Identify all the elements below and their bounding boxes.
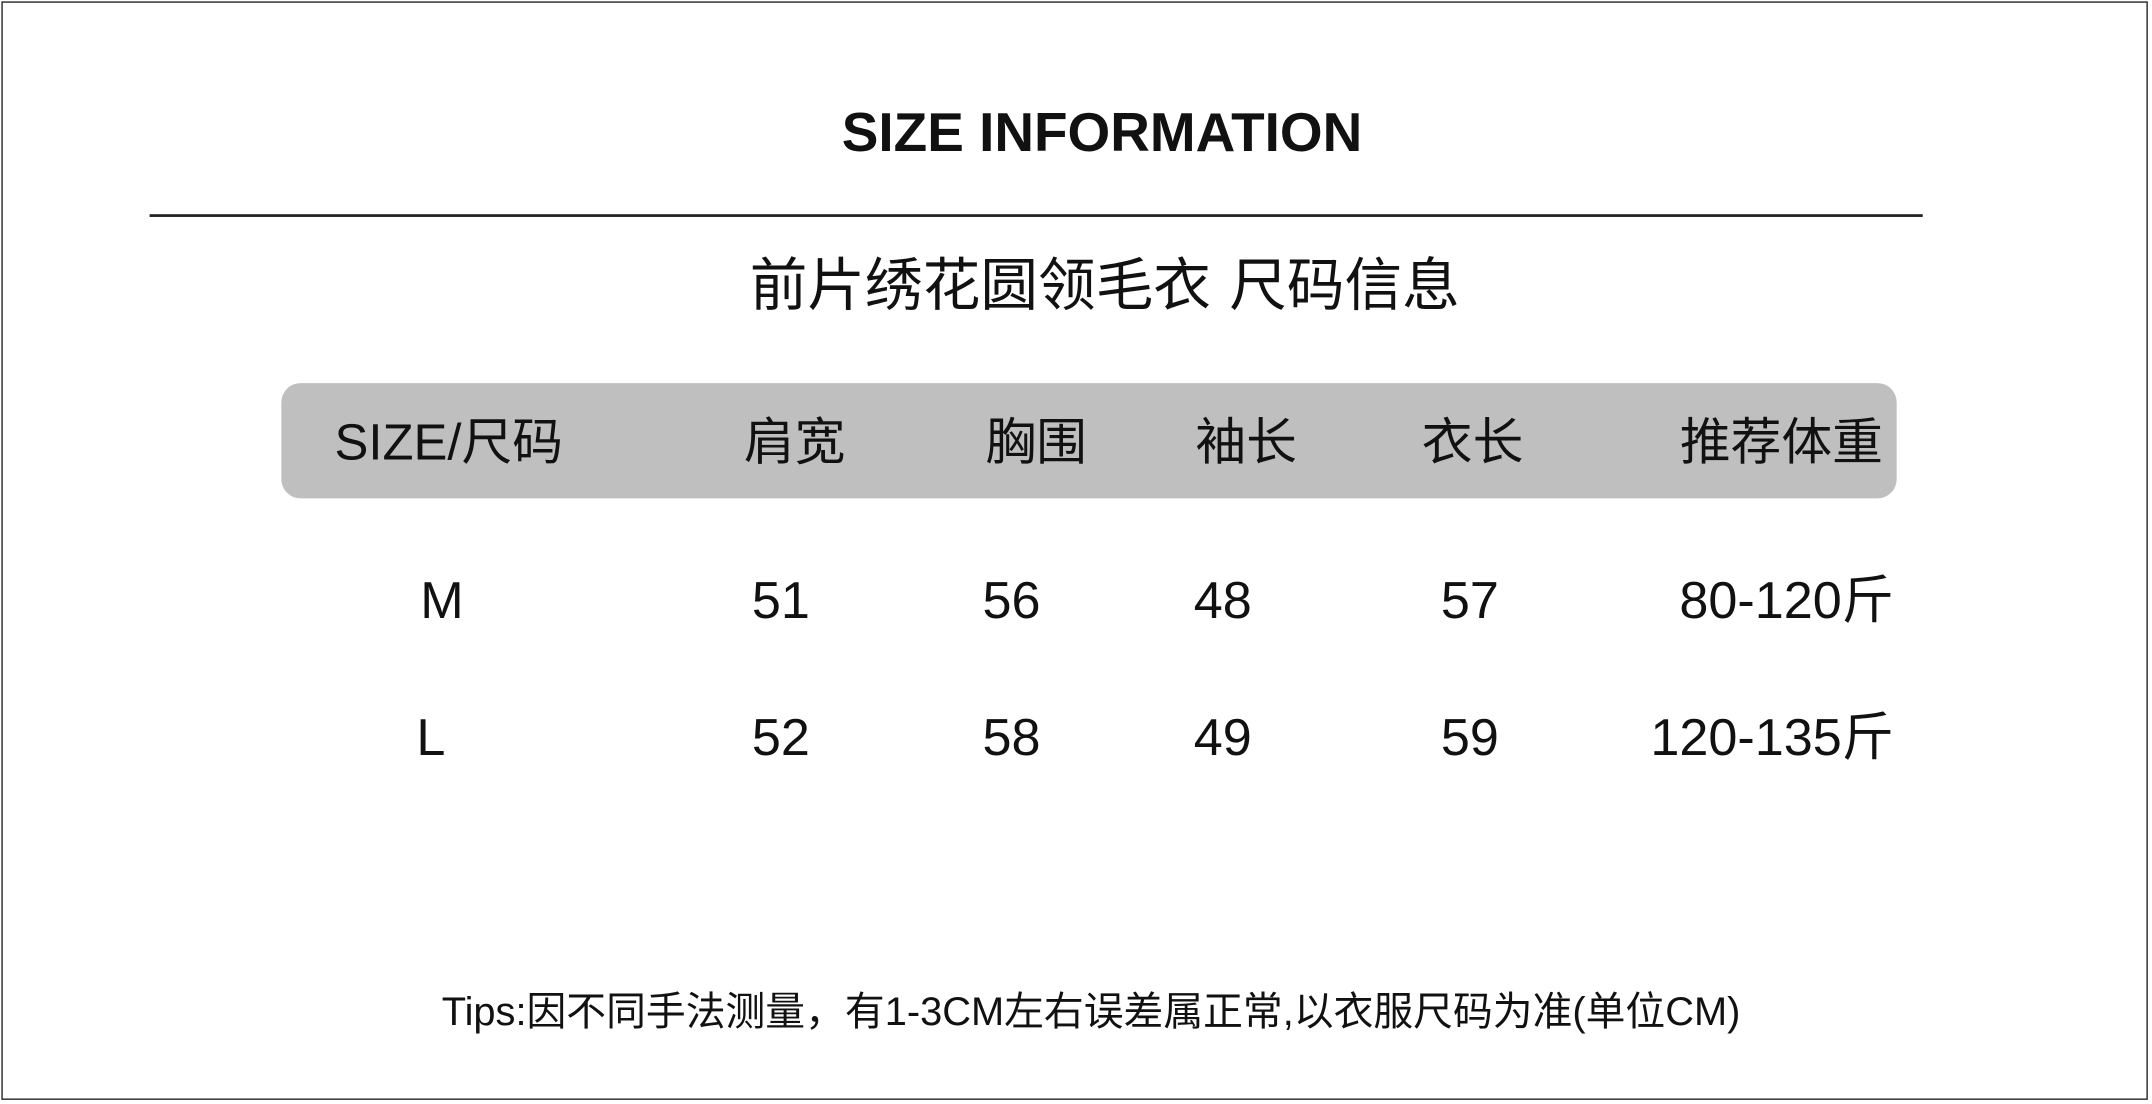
cell-size: M bbox=[420, 572, 464, 631]
product-subtitle: 前片绣花圆领毛衣 尺码信息 bbox=[749, 251, 1460, 319]
column-header-length: 衣长 bbox=[1421, 413, 1524, 471]
cell-weight: 120-135斤 bbox=[1650, 709, 1894, 768]
cell-chest: 56 bbox=[982, 572, 1041, 631]
cell-size: L bbox=[416, 709, 446, 768]
column-header-weight: 推荐体重 bbox=[1679, 413, 1883, 471]
page-title: SIZE INFORMATION bbox=[841, 102, 1363, 164]
column-header-size: SIZE/尺码 bbox=[334, 413, 564, 471]
column-header-shoulder: 肩宽 bbox=[743, 413, 846, 471]
cell-shoulder: 51 bbox=[751, 572, 810, 631]
cell-sleeve: 49 bbox=[1193, 709, 1252, 768]
cell-shoulder: 52 bbox=[751, 709, 810, 768]
column-header-chest: 胸围 bbox=[985, 413, 1087, 471]
cell-length: 57 bbox=[1440, 572, 1499, 631]
cell-weight: 80-120斤 bbox=[1679, 572, 1894, 631]
table-header-bar bbox=[281, 383, 1897, 499]
divider bbox=[149, 214, 1923, 217]
cell-chest: 58 bbox=[982, 709, 1041, 768]
cell-sleeve: 48 bbox=[1193, 572, 1252, 631]
tips-note: Tips:因不同手法测量，有1-3CM左右误差属正常,以衣服尺码为准(单位CM) bbox=[441, 990, 1741, 1035]
cell-length: 59 bbox=[1440, 709, 1499, 768]
column-header-sleeve: 袖长 bbox=[1195, 413, 1297, 471]
